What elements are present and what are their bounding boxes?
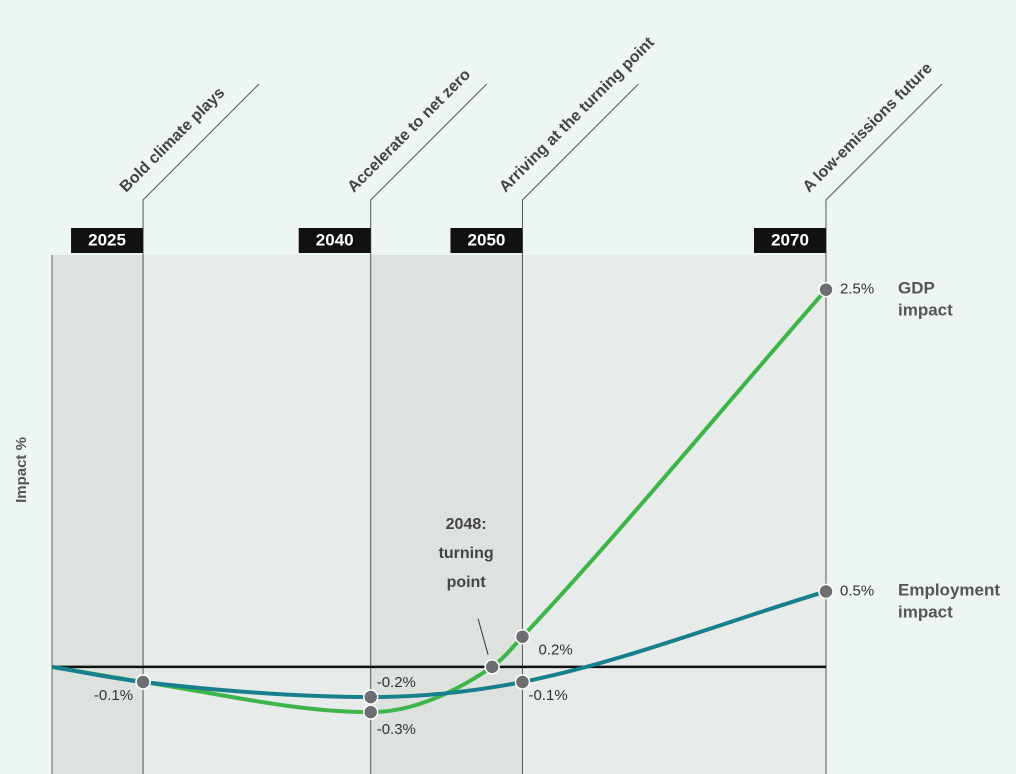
point bbox=[514, 628, 531, 645]
legend-label: Employment impact bbox=[898, 581, 1000, 622]
point bbox=[818, 583, 834, 600]
value-label: -0.1% bbox=[528, 687, 567, 704]
phase-line bbox=[142, 83, 260, 774]
value-label: -0.2% bbox=[377, 674, 416, 691]
year-box bbox=[71, 228, 144, 253]
x-tick-label: 2050 bbox=[468, 230, 506, 249]
phase-line bbox=[370, 83, 488, 774]
bands bbox=[51, 255, 826, 774]
point bbox=[484, 659, 500, 675]
year-box bbox=[754, 228, 826, 253]
band bbox=[52, 255, 144, 774]
year-box bbox=[298, 228, 371, 253]
point bbox=[514, 674, 531, 690]
value-label: -0.1% bbox=[94, 687, 133, 704]
value-label: 0.5% bbox=[840, 582, 874, 599]
x-tick-label: 2070 bbox=[771, 230, 809, 249]
annotation: 2048: turning point bbox=[439, 516, 494, 591]
value-label: 2.5% bbox=[840, 281, 874, 298]
y-axis-label: Impact % bbox=[13, 437, 30, 503]
value-label: -0.3% bbox=[377, 721, 416, 738]
year-box bbox=[450, 228, 523, 253]
value-label: 0.2% bbox=[538, 642, 572, 659]
annotation-leader bbox=[477, 618, 489, 656]
band bbox=[522, 255, 826, 774]
x-tick-label: 2040 bbox=[316, 230, 354, 249]
phase-line bbox=[825, 83, 943, 774]
point bbox=[362, 704, 379, 720]
point bbox=[818, 281, 834, 298]
x-tick-label: 2025 bbox=[88, 230, 126, 249]
legend-label: GDP impact bbox=[898, 279, 953, 320]
phase-line bbox=[521, 83, 639, 774]
point bbox=[135, 674, 151, 690]
point bbox=[362, 689, 379, 705]
